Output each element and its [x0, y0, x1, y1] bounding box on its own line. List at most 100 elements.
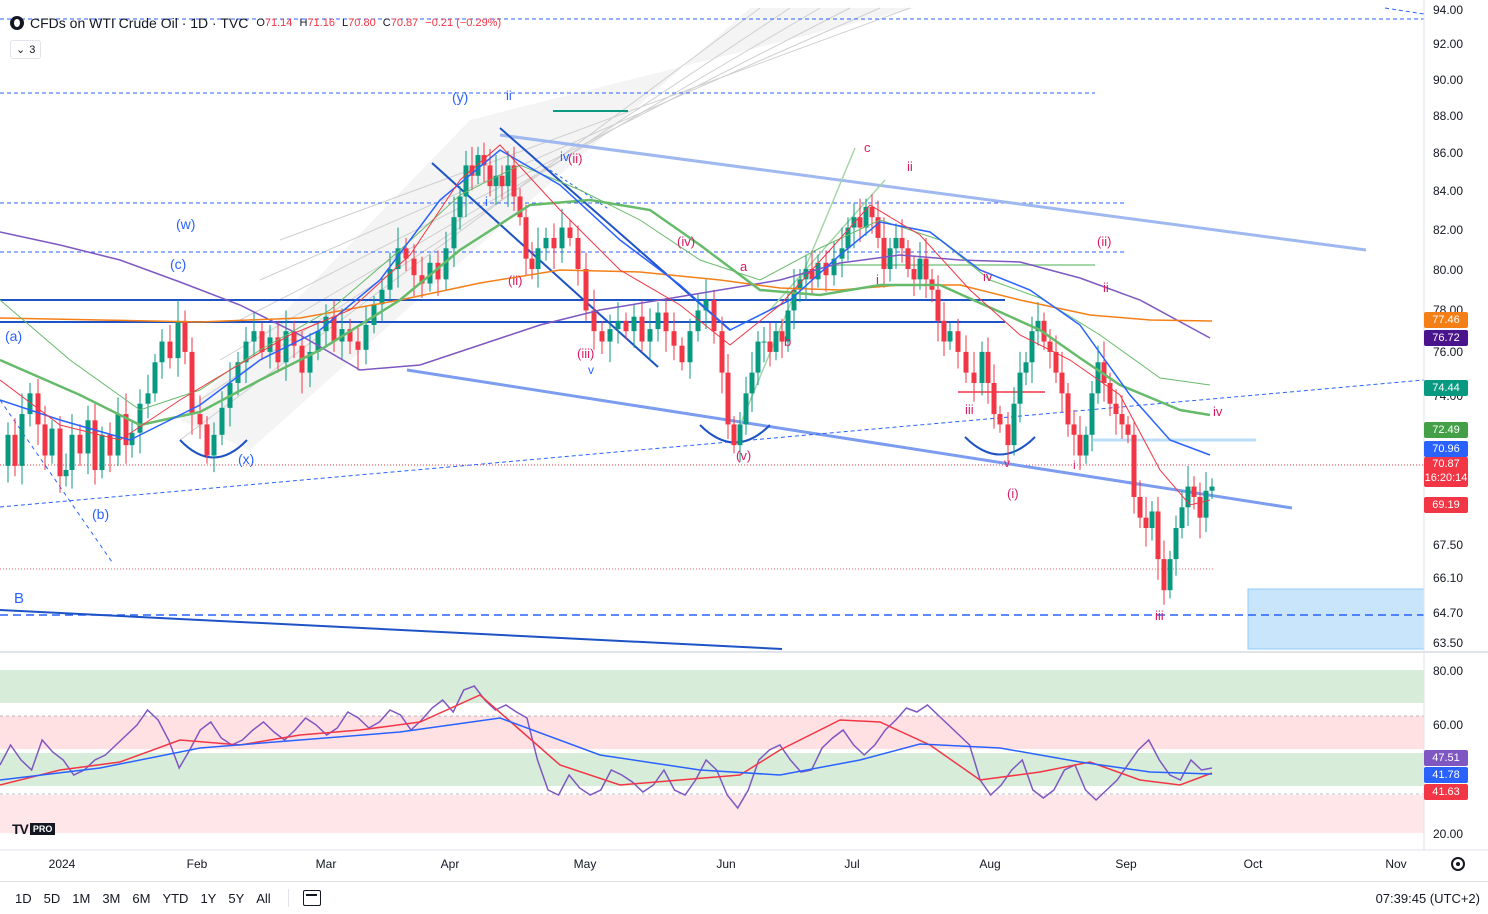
rsi-ma-red: [0, 694, 1213, 786]
wave-label-ii-paren-2: (ii): [1097, 234, 1111, 249]
range-all-button[interactable]: All: [256, 890, 271, 906]
candle-body: [1113, 403, 1119, 415]
candle-body: [749, 372, 755, 394]
price-tick-label: 80.00: [1433, 263, 1463, 277]
candle-body: [679, 345, 685, 363]
candle-body: [1107, 382, 1113, 404]
candle-body: [1197, 496, 1203, 518]
wave-label-b-red: b: [784, 334, 791, 349]
wave-label-i-red: i: [876, 272, 879, 287]
candle-body: [197, 414, 203, 425]
price-tick-label: 63.50: [1433, 636, 1463, 650]
candle-body: [411, 258, 417, 276]
candle-body: [607, 329, 613, 342]
candle-body: [189, 351, 195, 415]
price-badge: 76.72: [1424, 330, 1468, 346]
candle-body: [941, 320, 947, 342]
open-label: O: [256, 17, 265, 29]
wave-label-x: (x): [238, 451, 254, 467]
candle-body: [99, 434, 105, 471]
ohlc-values: O71.14 H71.16 L70.80 C70.87 −0.21 (−0.29…: [256, 17, 505, 29]
candle-body: [917, 258, 923, 280]
wave-label-iv-red-2: iv: [1213, 404, 1223, 419]
candle-body: [687, 331, 693, 363]
candle-body: [63, 470, 69, 477]
range-1y-button[interactable]: 1Y: [200, 890, 217, 906]
target-zone-box: [1247, 588, 1425, 650]
candle-body: [663, 312, 669, 332]
range-6m-button[interactable]: 6M: [132, 890, 151, 906]
range-5d-button[interactable]: 5D: [43, 890, 61, 906]
bottom-toolbar: 1D 5D 1M 3M 6M YTD 1Y 5Y All: [0, 881, 1488, 914]
candle-body: [1167, 559, 1173, 591]
candle-body: [1185, 486, 1191, 508]
chart-canvas[interactable]: (w)(c)(a)(b)(x)(y) iiiiv(ii)(ii)(iii)v(iv…: [0, 0, 1488, 880]
time-axis-label: Feb: [187, 857, 208, 871]
candle-body: [1011, 403, 1017, 446]
time-axis-label: Mar: [316, 857, 337, 871]
candle-body: [1119, 414, 1125, 425]
candle-body: [639, 316, 645, 342]
candle-body: [1041, 320, 1047, 342]
symbol-name[interactable]: CFDs on WTI Crude Oil · 1D · TVC: [30, 15, 249, 31]
price-tick-label: 64.70: [1433, 606, 1463, 620]
rsi-tick-label: 20.00: [1433, 827, 1463, 841]
candle-body: [505, 165, 511, 187]
candle-body: [1191, 486, 1197, 497]
candle-body: [615, 320, 621, 330]
candle-body: [935, 289, 941, 321]
range-1m-button[interactable]: 1M: [72, 890, 91, 906]
candle-body: [923, 258, 929, 280]
rsi-tick-label: 60.00: [1433, 718, 1463, 732]
chevron-down-icon: ⌄: [16, 44, 26, 56]
candle-body: [1101, 362, 1107, 383]
rsi-zone-mid-green: [0, 753, 1424, 786]
candle-body: [1023, 362, 1029, 373]
candle-body: [955, 331, 961, 352]
candle-body: [92, 420, 98, 471]
rsi-tick-label: 80.00: [1433, 664, 1463, 678]
time-axis-label: Sep: [1115, 857, 1137, 871]
candle-body: [671, 331, 677, 346]
time-axis-label: May: [574, 857, 597, 871]
settings-gear-icon[interactable]: [1451, 857, 1465, 871]
trendline-B: [0, 609, 783, 650]
candle-body: [419, 275, 425, 284]
candle-body: [307, 351, 313, 373]
candle-body: [559, 227, 565, 249]
candle-body: [623, 320, 629, 332]
candle-body: [591, 310, 597, 332]
candle-body: [1173, 528, 1179, 560]
range-1d-button[interactable]: 1D: [15, 890, 32, 906]
candle-body: [523, 217, 529, 259]
candle-body: [703, 300, 709, 311]
candle-body: [211, 434, 217, 456]
candle-body: [451, 217, 457, 249]
candle-body: [863, 206, 869, 228]
candle-body: [823, 262, 829, 276]
candle-body: [725, 372, 731, 425]
candle-body: [1095, 362, 1101, 394]
price-badge: 69.19: [1424, 497, 1468, 513]
candle-body: [27, 393, 33, 415]
candle-body: [1017, 372, 1023, 404]
close-value: 70.87: [390, 17, 419, 29]
candle-body: [857, 217, 863, 228]
candle-body: [631, 316, 637, 332]
candle-body: [767, 341, 773, 352]
calendar-icon[interactable]: [302, 890, 321, 906]
indicators-toggle[interactable]: ⌄ 3: [10, 40, 42, 59]
range-5y-button[interactable]: 5Y: [228, 890, 245, 906]
range-ytd-button[interactable]: YTD: [162, 890, 189, 906]
candle-body: [1053, 351, 1059, 373]
wave-label-b: (b): [92, 506, 109, 522]
candle-body: [543, 237, 549, 249]
range-3m-button[interactable]: 3M: [102, 890, 121, 906]
candle-body: [493, 175, 499, 187]
wave-label-B: B: [14, 590, 24, 607]
price-tick-label: 82.00: [1433, 223, 1463, 237]
wave-label-iv-blue: iv: [560, 149, 570, 164]
wave-label-iv-red: iv: [983, 269, 993, 284]
candle-body: [1137, 496, 1143, 518]
